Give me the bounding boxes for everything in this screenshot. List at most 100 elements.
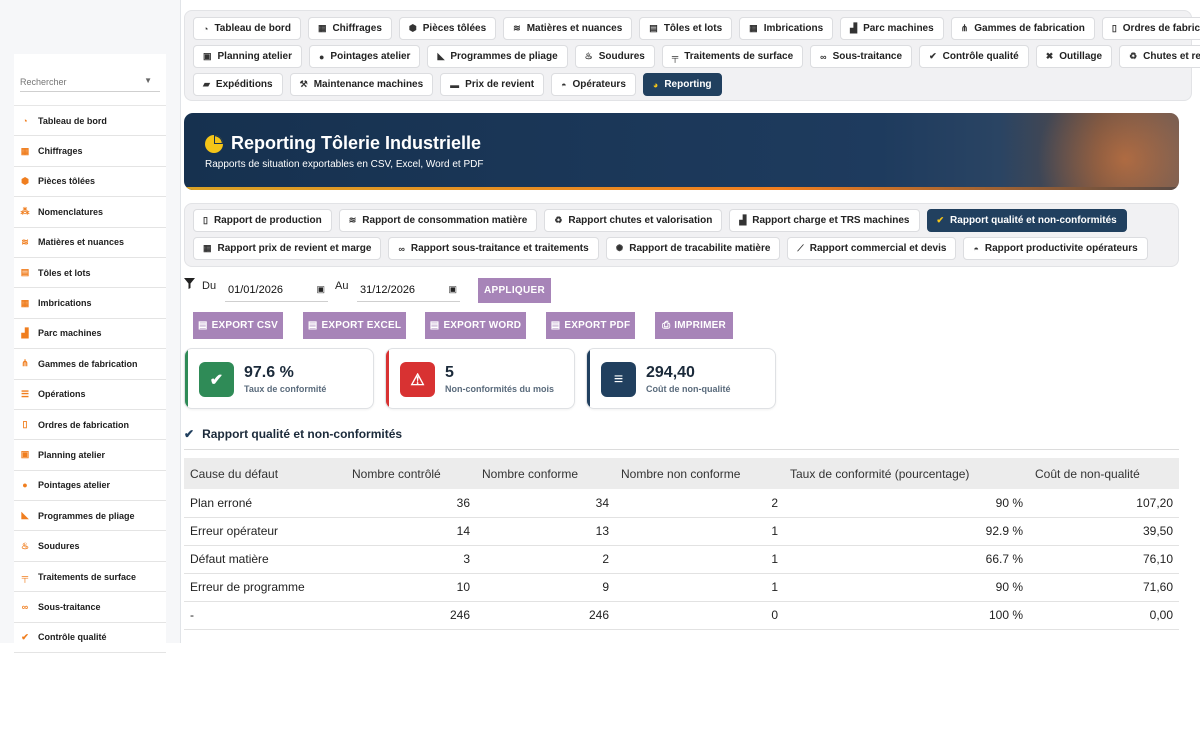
date-from-input[interactable]: 01/01/2026 ▣ xyxy=(225,278,328,302)
kpi-card-taux-de-conformite: ✔ 97.6 % Taux de conformité xyxy=(184,348,374,409)
sidebar-item-programmes-de-pliage[interactable]: ◣ Programmes de pliage xyxy=(14,501,166,532)
report-tab-rapport-charge-et-trs-machines[interactable]: ▟ Rapport charge et TRS machines xyxy=(729,209,920,232)
kpi-value: 294,40 xyxy=(646,364,695,381)
tab-maintenance-machines[interactable]: ⚒ Maintenance machines xyxy=(289,73,434,96)
table-cell: 0 xyxy=(615,601,784,630)
to-label: Au xyxy=(335,280,349,292)
truck-icon: ▰ xyxy=(203,79,210,89)
table-row: Défaut matière 3 2 1 66.7 % 76,10 xyxy=(184,545,1179,574)
tab-reporting[interactable]: ◕ Reporting xyxy=(642,73,722,96)
copy-icon: ▤ xyxy=(20,267,30,278)
calendar-icon: ▣ xyxy=(20,449,30,460)
report-tab-rapport-de-consommation-matiere[interactable]: ≋ Rapport de consommation matière xyxy=(338,209,538,232)
sidebar-item-matieres-et-nuances[interactable]: ≋ Matières et nuances xyxy=(14,228,166,258)
sidebar-item-nomenclatures[interactable]: ⁂ Nomenclatures xyxy=(14,197,166,228)
nav-row: ▰ Expéditions ⚒ Maintenance machines ▬ Prix d… xyxy=(193,73,722,96)
table-cell: 3 xyxy=(346,545,476,574)
tab-matieres-et-nuances[interactable]: ≋ Matières et nuances xyxy=(503,17,633,40)
report-tab-label: Rapport de tracabilite matière xyxy=(629,243,771,254)
tab-pieces-tolees[interactable]: ⬢ Pièces tôlées xyxy=(398,17,497,40)
export-pdf-button[interactable]: ▤ EXPORT PDF xyxy=(546,312,635,339)
column-header: Coût de non-qualité xyxy=(1029,458,1179,489)
column-header: Nombre non conforme xyxy=(615,458,784,489)
tab-outillage[interactable]: ✖ Outillage xyxy=(1035,45,1113,68)
report-tab-rapport-prix-de-revient-et-marge[interactable]: ▦ Rapport prix de revient et marge xyxy=(193,237,382,260)
tab-label: Chutes et rebuts xyxy=(1143,51,1200,62)
sidebar-item-operations[interactable]: ☰ Opérations xyxy=(14,380,166,410)
sidebar-item-label: Tableau de bord xyxy=(38,115,107,126)
sidebar-item-pieces-tolees[interactable]: ⬢ Pièces tôlées xyxy=(14,167,166,198)
tab-operateurs[interactable]: ◓ Opérateurs xyxy=(551,73,636,96)
sidebar-item-soudures[interactable]: ♨ Soudures xyxy=(14,531,166,562)
kpi-value: 5 xyxy=(445,364,454,381)
export-csv-button[interactable]: ▤ EXPORT CSV xyxy=(193,312,283,339)
calendar-icon[interactable]: ▣ xyxy=(448,284,457,294)
sidebar-item-chiffrages[interactable]: ▦ Chiffrages xyxy=(14,136,166,167)
report-tab-rapport-de-production[interactable]: ▯ Rapport de production xyxy=(193,209,332,232)
tab-ordres-de-fabrication[interactable]: ▯ Ordres de fabrication xyxy=(1101,17,1200,40)
kpi-label: Coût de non-qualité xyxy=(646,384,731,394)
sidebar-item-controle-qualite[interactable]: ✔ Contrôle qualité xyxy=(14,623,166,654)
table-cell: 1 xyxy=(615,545,784,574)
tab-label: Imbrications xyxy=(763,23,824,34)
kpi-accent-bar xyxy=(386,349,389,408)
sidebar-item-pointages-atelier[interactable]: ● Pointages atelier xyxy=(14,471,166,502)
file-excel-icon: ▤ xyxy=(307,320,318,331)
export-toolbar: ▤ EXPORT CSV ▤ EXPORT EXCEL ▤ EXPORT WORD ▤ EXP… xyxy=(193,312,733,339)
main-nav: ◔ Tableau de bord ▦ Chiffrages ⬢ Pièces tôlée… xyxy=(184,10,1200,101)
report-tab-rapport-chutes-et-valorisation[interactable]: ♻ Rapport chutes et valorisation xyxy=(544,209,723,232)
cube-icon: ⬢ xyxy=(21,175,29,186)
sidebar-item-planning-atelier[interactable]: ▣ Planning atelier xyxy=(14,440,166,471)
date-to-input[interactable]: 31/12/2026 ▣ xyxy=(357,278,460,302)
sidebar-item-gammes-de-fabrication[interactable]: ⋔ Gammes de fabrication xyxy=(14,349,166,380)
sidebar-search-input[interactable] xyxy=(20,75,160,92)
tab-traitements-de-surface[interactable]: ╤ Traitements de surface xyxy=(661,45,804,68)
tab-imbrications[interactable]: ▦ Imbrications xyxy=(739,17,834,40)
pie-chart-icon: ◕ xyxy=(652,79,659,90)
tab-gammes-de-fabrication[interactable]: ⋔ Gammes de fabrication xyxy=(950,17,1095,40)
tab-pointages-atelier[interactable]: ● Pointages atelier xyxy=(308,45,421,68)
tab-label: Expéditions xyxy=(215,79,273,90)
file-pdf-icon: ▤ xyxy=(550,320,561,331)
sidebar-item-ordres-de-fabrication[interactable]: ▯ Ordres de fabrication xyxy=(14,410,166,441)
page-subtitle: Rapports de situation exportables en CSV… xyxy=(205,159,484,170)
sidebar-item-imbrications[interactable]: ▦ Imbrications xyxy=(14,288,166,319)
tab-toles-et-lots[interactable]: ▤ Tôles et lots xyxy=(639,17,733,40)
calendar-icon[interactable]: ▣ xyxy=(316,284,325,294)
caret-down-icon[interactable]: ▼ xyxy=(144,76,152,85)
tab-controle-qualite[interactable]: ✔ Contrôle qualité xyxy=(919,45,1029,68)
sidebar-item-sous-traitance[interactable]: ∞ Sous-traitance xyxy=(14,592,166,623)
tab-expeditions[interactable]: ▰ Expéditions xyxy=(193,73,283,96)
report-tab-rapport-de-tracabilite-matiere[interactable]: ✺ Rapport de tracabilite matière xyxy=(605,237,781,260)
sidebar-item-tableau-de-bord[interactable]: ◔ Tableau de bord xyxy=(14,106,166,137)
sidebar-item-parc-machines[interactable]: ▟ Parc machines xyxy=(14,319,166,350)
check-double-icon: ✔ xyxy=(929,51,937,61)
tab-chutes-et-rebuts[interactable]: ♻ Chutes et rebuts xyxy=(1119,45,1200,68)
report-tab-rapport-qualite-et-non-conformites[interactable]: ✔ Rapport qualité et non-conformités xyxy=(926,209,1127,232)
tab-tableau-de-bord[interactable]: ◔ Tableau de bord xyxy=(193,17,301,40)
export-word-button[interactable]: ▤ EXPORT WORD xyxy=(425,312,526,339)
from-label: Du xyxy=(202,280,217,292)
tab-prix-de-revient[interactable]: ▬ Prix de revient xyxy=(440,73,545,96)
tab-planning-atelier[interactable]: ▣ Planning atelier xyxy=(193,45,302,68)
tab-parc-machines[interactable]: ▟ Parc machines xyxy=(840,17,944,40)
sidebar-item-label: Gammes de fabrication xyxy=(38,358,138,369)
sidebar-item-traitements-de-surface[interactable]: ╤ Traitements de surface xyxy=(14,562,166,593)
tab-label: Tableau de bord xyxy=(214,23,291,34)
sidebar-menu: ▼ ◔ Tableau de bord ▦ Chiffrages ⬢ Pièces tôl… xyxy=(14,54,166,654)
column-header: Cause du défaut xyxy=(184,458,346,489)
sidebar-item-toles-et-lots[interactable]: ▤ Tôles et lots xyxy=(14,258,166,289)
imprimer-button[interactable]: ⎙ IMPRIMER xyxy=(655,312,733,339)
report-tab-rapport-sous-traitance-et-traitements[interactable]: ∞ Rapport sous-traitance et traitements xyxy=(388,237,599,260)
sidebar-item-label: Parc machines xyxy=(38,328,102,339)
tab-programmes-de-pliage[interactable]: ◣ Programmes de pliage xyxy=(427,45,568,68)
kpi-label: Taux de conformité xyxy=(244,384,327,394)
report-tab-rapport-productivite-operateurs[interactable]: ◓ Rapport productivite opérateurs xyxy=(963,237,1148,260)
apply-button[interactable]: APPLIQUER xyxy=(478,278,551,303)
tab-soudures[interactable]: ♨ Soudures xyxy=(574,45,655,68)
export-label: EXPORT WORD xyxy=(443,320,522,331)
export-excel-button[interactable]: ▤ EXPORT EXCEL xyxy=(303,312,406,339)
report-tab-rapport-commercial-et-devis[interactable]: ⟋ Rapport commercial et devis xyxy=(787,237,957,260)
tab-chiffrages[interactable]: ▦ Chiffrages xyxy=(307,17,392,40)
tab-sous-traitance[interactable]: ∞ Sous-traitance xyxy=(810,45,913,68)
